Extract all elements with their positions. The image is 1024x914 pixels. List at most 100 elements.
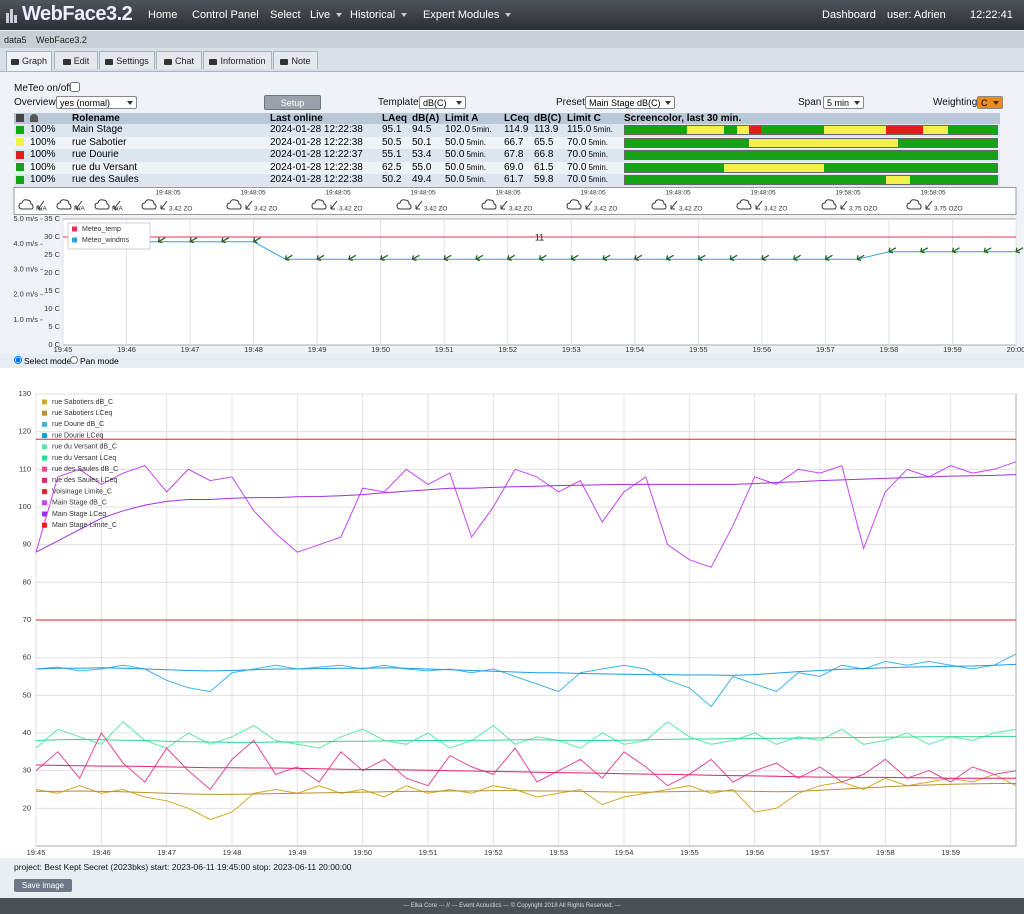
preset-select[interactable]: Main Stage dB(C) bbox=[585, 96, 675, 109]
select-value[interactable]: C bbox=[981, 98, 988, 108]
nav-expert[interactable]: Expert Modules bbox=[423, 9, 512, 21]
screencolor-slot bbox=[736, 176, 750, 185]
limit-value: 50.0 bbox=[445, 136, 465, 148]
nav-user[interactable]: user: Adrien bbox=[887, 9, 946, 21]
tab[interactable]: Chat bbox=[156, 51, 202, 69]
nav-control-panel[interactable]: Control Panel bbox=[192, 9, 259, 21]
legend-label: Voisinage Limite_C bbox=[52, 488, 112, 495]
y2-tick-label: 2.0 m/s bbox=[13, 290, 38, 299]
screencolor-slot bbox=[773, 126, 787, 135]
tab[interactable]: Settings bbox=[99, 51, 155, 69]
tab-label[interactable]: Information bbox=[220, 56, 266, 66]
nav-home[interactable]: Home bbox=[148, 9, 178, 21]
wind-arrow bbox=[411, 254, 420, 261]
meteo-checkbox[interactable] bbox=[70, 82, 80, 92]
template-label: Template bbox=[378, 97, 419, 108]
screencolor-slot bbox=[811, 176, 824, 185]
weighting-select[interactable]: C bbox=[977, 96, 1003, 109]
x-tick-label: 19:47 bbox=[157, 848, 176, 857]
limit-value: 70.0 bbox=[567, 161, 587, 173]
mode-label[interactable]: Select mode bbox=[24, 356, 72, 366]
tab[interactable]: Information bbox=[203, 51, 272, 69]
screencolor-slot bbox=[897, 126, 911, 135]
tab[interactable]: Edit bbox=[54, 51, 98, 69]
weather-icon bbox=[396, 199, 412, 210]
meteo-label: MeTeo on/off: bbox=[14, 83, 75, 94]
header-icon bbox=[14, 113, 28, 124]
meteo-time: 19:58:05 bbox=[920, 190, 946, 197]
pan-mode-radio[interactable] bbox=[70, 356, 78, 364]
tab-label[interactable]: Settings bbox=[116, 56, 149, 66]
setup-button[interactable]: Setup bbox=[264, 95, 321, 110]
screencolor-slot bbox=[798, 176, 812, 185]
tab-label[interactable]: Note bbox=[291, 56, 311, 66]
screencolor-slot bbox=[662, 163, 675, 172]
tab[interactable]: Note bbox=[273, 51, 318, 69]
button-label[interactable]: Save image bbox=[21, 881, 65, 890]
icon bbox=[30, 114, 38, 123]
select-value[interactable]: yes (normal) bbox=[60, 98, 111, 108]
column-header: Last online bbox=[268, 113, 380, 124]
select-value[interactable]: 5 min bbox=[827, 98, 850, 108]
nav-historical[interactable]: Historical bbox=[350, 9, 408, 21]
wind-arrow bbox=[1015, 247, 1024, 254]
caret bbox=[505, 13, 512, 18]
screencolor-slot bbox=[773, 176, 787, 185]
nav-live-text[interactable]: Live bbox=[310, 9, 331, 21]
meteo-time: 19:48:05 bbox=[325, 190, 351, 197]
icon bbox=[163, 58, 172, 65]
overview-select[interactable]: yes (normal) bbox=[56, 96, 137, 109]
screencolor-slot bbox=[910, 151, 923, 160]
icon bbox=[10, 58, 19, 65]
x-tick-label: 19:59 bbox=[941, 848, 960, 857]
screencolor-slot bbox=[687, 151, 700, 160]
mode-label[interactable]: Pan mode bbox=[80, 356, 119, 366]
y-tick-label: 80 bbox=[23, 577, 31, 586]
span-select[interactable]: 5 min bbox=[823, 96, 864, 109]
screencolor-slot bbox=[637, 151, 650, 160]
screencolor-slot bbox=[773, 151, 787, 160]
dba: 49.4 bbox=[410, 174, 443, 187]
tab-label[interactable]: Edit bbox=[73, 56, 90, 66]
template-select[interactable]: dB(C) bbox=[419, 96, 466, 109]
legend-swatch bbox=[42, 433, 47, 439]
select-value[interactable]: dB(C) bbox=[423, 98, 447, 108]
rolename: Main Stage bbox=[58, 124, 268, 137]
table-row: 100% Main Stage 2024-01-28 12:22:38 95.1 94.… bbox=[14, 124, 1000, 137]
screencolor-slot bbox=[761, 163, 774, 172]
nav-select[interactable]: Select bbox=[270, 9, 301, 21]
dbc: 65.5 bbox=[532, 136, 565, 149]
wind-icon bbox=[37, 200, 45, 210]
meteo-wind: 3.42 ZO bbox=[764, 206, 787, 213]
wind-arrow bbox=[316, 254, 325, 261]
x-tick-label: 19:49 bbox=[308, 345, 327, 354]
uptime: 100% bbox=[28, 124, 58, 137]
save-image-button[interactable]: Save image bbox=[14, 879, 72, 892]
dba: 53.4 bbox=[410, 149, 443, 162]
weather-icon bbox=[736, 199, 752, 210]
select-mode-radio[interactable] bbox=[14, 356, 22, 364]
crumb-item[interactable]: WebFace3.2 bbox=[36, 35, 87, 45]
screencolor-slot bbox=[984, 151, 998, 160]
crumb-item[interactable]: data5 bbox=[4, 35, 27, 45]
nav-dashboard[interactable]: Dashboard bbox=[822, 9, 876, 21]
limit-value: 102.0 bbox=[445, 124, 471, 136]
nav-expert-text[interactable]: Expert Modules bbox=[423, 9, 500, 21]
screencolor-slot bbox=[823, 163, 836, 172]
x-tick-label: 19:53 bbox=[562, 345, 581, 354]
screencolor-slot bbox=[662, 138, 675, 147]
button-label[interactable]: Setup bbox=[280, 98, 305, 108]
dbc: 59.8 bbox=[532, 174, 565, 187]
y-tick-label: 30 bbox=[23, 766, 31, 775]
tab-label[interactable]: Chat bbox=[174, 56, 194, 66]
select-value[interactable]: Main Stage dB(C) bbox=[589, 98, 661, 108]
tab-label[interactable]: Graph bbox=[21, 56, 47, 66]
screencolor-slot bbox=[959, 126, 973, 135]
screencolor-slot bbox=[711, 163, 725, 172]
brand[interactable]: WebFace3.2 bbox=[22, 3, 133, 25]
screencolor-slot bbox=[972, 151, 985, 160]
nav-live[interactable]: Live bbox=[310, 9, 343, 21]
tab[interactable]: Graph bbox=[6, 51, 52, 71]
screencolor-slot bbox=[959, 176, 973, 185]
nav-historical-text[interactable]: Historical bbox=[350, 9, 396, 21]
